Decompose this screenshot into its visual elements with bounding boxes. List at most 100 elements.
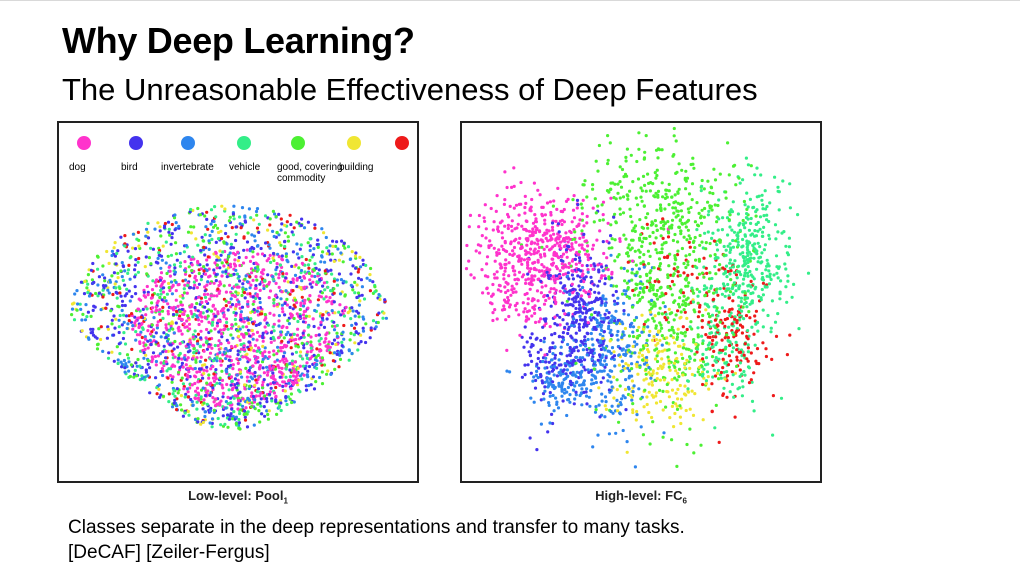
fc6-point xyxy=(751,243,755,247)
pool1-point xyxy=(361,326,365,330)
fc6-point xyxy=(724,190,728,194)
fc6-point xyxy=(743,342,747,346)
fc6-point xyxy=(544,321,548,326)
pool1-point xyxy=(173,270,177,274)
fc6-point xyxy=(718,348,722,352)
fc6-point xyxy=(606,268,610,272)
pool1-point xyxy=(187,255,191,259)
pool1-point xyxy=(174,280,178,284)
fc6-point xyxy=(513,269,517,273)
pool1-point xyxy=(246,318,250,322)
pool1-point xyxy=(232,410,236,414)
pool1-point xyxy=(224,299,228,303)
pool1-point xyxy=(133,263,137,267)
pool1-point xyxy=(113,254,117,258)
pool1-point xyxy=(316,272,320,276)
pool1-point xyxy=(275,382,279,386)
pool1-point xyxy=(148,366,152,370)
pool1-point xyxy=(227,254,231,259)
fc6-point xyxy=(635,159,639,164)
fc6-point xyxy=(707,209,711,213)
pool1-point xyxy=(218,280,222,284)
pool1-point xyxy=(216,416,220,421)
pool1-point xyxy=(374,325,378,329)
pool1-point xyxy=(350,323,354,327)
fc6-point xyxy=(642,286,647,290)
pool1-point xyxy=(230,293,234,297)
fc6-point xyxy=(670,218,675,222)
pool1-point xyxy=(225,275,229,279)
pool1-point xyxy=(171,352,175,357)
fc6-point xyxy=(634,263,638,267)
pool1-point xyxy=(140,374,144,378)
fc6-point xyxy=(677,375,681,379)
fc6-point xyxy=(680,215,684,219)
fc6-point xyxy=(638,255,642,259)
fc6-point xyxy=(543,293,547,298)
pool1-point xyxy=(78,302,82,306)
pool1-point xyxy=(245,352,249,356)
pool1-point xyxy=(182,356,186,360)
pool1-point xyxy=(232,272,236,276)
pool1-point xyxy=(214,240,218,244)
fc6-point xyxy=(495,270,499,274)
fc6-point xyxy=(676,397,680,401)
fc6-point xyxy=(655,377,659,381)
pool1-point xyxy=(196,391,200,395)
pool1-point xyxy=(235,357,239,361)
fc6-point xyxy=(745,305,749,309)
fc6-point xyxy=(586,321,590,325)
pool1-point xyxy=(164,326,168,330)
pool1-point xyxy=(160,298,164,302)
pool1-point xyxy=(209,222,213,226)
pool1-point xyxy=(202,368,206,372)
fc6-point xyxy=(506,295,510,300)
pool1-point xyxy=(96,294,100,298)
fc6-point xyxy=(790,295,794,299)
pool1-point xyxy=(236,402,240,406)
pool1-point xyxy=(254,394,258,398)
pool1-point xyxy=(272,298,276,302)
pool1-point xyxy=(300,279,304,283)
pool1-point xyxy=(268,390,272,394)
pool1-point xyxy=(241,397,245,401)
fc6-point xyxy=(536,356,540,361)
legend-color-dot xyxy=(77,136,91,150)
fc6-point xyxy=(572,194,576,198)
pool1-point xyxy=(288,333,292,337)
pool1-point xyxy=(135,374,139,378)
pool1-point xyxy=(118,352,122,356)
pool1-point xyxy=(186,366,190,370)
fc6-point xyxy=(759,261,763,265)
pool1-point xyxy=(188,274,192,278)
pool1-point xyxy=(259,246,263,251)
pool1-point xyxy=(270,399,274,403)
fc6-point xyxy=(676,190,680,194)
pool1-point xyxy=(236,259,240,263)
pool1-point xyxy=(254,378,258,382)
fc6-point xyxy=(637,267,641,271)
fc6-point xyxy=(653,171,657,175)
fc6-point xyxy=(562,207,566,212)
pool1-point xyxy=(96,283,100,287)
fc6-point xyxy=(686,379,690,383)
fc6-point xyxy=(561,286,565,290)
pool1-point xyxy=(239,347,243,351)
pool1-point xyxy=(164,323,168,327)
fc6-point xyxy=(523,373,527,377)
pool1-point xyxy=(331,359,335,363)
pool1-point xyxy=(261,366,265,370)
pool1-point xyxy=(150,360,154,364)
fc6-point xyxy=(672,425,676,429)
fc6-point xyxy=(655,228,659,232)
fc6-point xyxy=(561,372,565,376)
pool1-point xyxy=(201,420,205,424)
pool1-point xyxy=(315,362,319,367)
fc6-point xyxy=(697,272,701,276)
fc6-point xyxy=(712,239,716,243)
fc6-point xyxy=(623,279,627,283)
pool1-point xyxy=(141,307,145,311)
fc6-point xyxy=(654,224,658,228)
pool1-point xyxy=(273,360,277,364)
pool1-point xyxy=(168,233,172,237)
